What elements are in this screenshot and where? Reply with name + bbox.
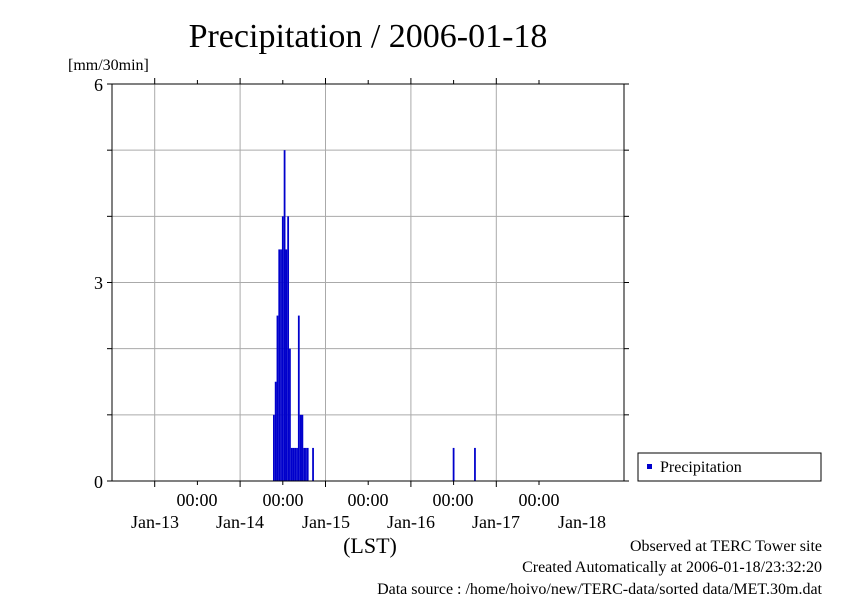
- x-date-tick-label: Jan-16: [387, 512, 435, 532]
- footer-observed-site: Observed at TERC Tower site: [630, 538, 822, 555]
- precipitation-bar: [452, 447, 455, 481]
- precipitation-bar: [305, 447, 307, 481]
- precipitation-bar: [297, 315, 300, 481]
- y-axis-unit-label: [mm/30min]: [68, 57, 149, 74]
- legend-swatch: [647, 464, 652, 469]
- precipitation-bar: [278, 249, 281, 481]
- legend: Precipitation: [637, 452, 822, 482]
- y-tick-label-3: 3: [94, 273, 103, 293]
- y-tick-label-6: 6: [94, 75, 103, 95]
- x-time-tick-label: 00:00: [518, 490, 559, 510]
- precipitation-bar: [296, 447, 298, 481]
- y-tick-label-0: 0: [94, 472, 103, 492]
- precipitation-bar: [299, 414, 302, 481]
- x-date-tick-label: Jan-13: [131, 512, 179, 532]
- precipitation-bars: [273, 150, 476, 482]
- footer-data-source: Data source : /home/hoivo/new/TERC-data/…: [377, 581, 822, 595]
- legend-box: [637, 452, 822, 482]
- x-time-tick-label: 00:00: [432, 490, 473, 510]
- x-date-tick-label: Jan-15: [302, 512, 350, 532]
- precipitation-bar: [273, 414, 275, 481]
- precipitation-bar: [306, 447, 309, 481]
- precipitation-bar: [474, 447, 476, 481]
- precipitation-bar: [283, 150, 286, 482]
- x-time-tick-label: 00:00: [347, 490, 388, 510]
- footer-created-timestamp: Created Automatically at 2006-01-18/23:3…: [522, 559, 822, 576]
- x-time-tick-label: 00:00: [262, 490, 303, 510]
- precipitation-bar: [281, 216, 284, 481]
- legend-label: Precipitation: [660, 459, 742, 476]
- axis-ticks: [107, 78, 629, 487]
- precipitation-bar: [287, 216, 290, 481]
- precipitation-bar: [301, 414, 304, 481]
- precipitation-bar: [303, 447, 306, 481]
- precipitation-bar: [289, 348, 291, 481]
- precipitation-bar: [276, 315, 279, 481]
- precipitation-bar: [290, 447, 293, 481]
- x-date-tick-label: Jan-14: [216, 512, 264, 532]
- precipitation-bar: [292, 447, 295, 481]
- x-date-tick-label: Jan-18: [558, 512, 606, 532]
- x-axis-label: (LST): [343, 533, 397, 558]
- precipitation-bar: [294, 447, 297, 481]
- precipitation-bar: [285, 249, 288, 481]
- grid-lines: [112, 84, 624, 481]
- x-date-tick-label: Jan-17: [472, 512, 520, 532]
- precipitation-bar: [274, 381, 277, 481]
- precipitation-bar: [312, 447, 314, 481]
- precipitation-bar: [280, 249, 282, 481]
- chart-title: Precipitation / 2006-01-18: [189, 18, 548, 55]
- x-time-tick-label: 00:00: [176, 490, 217, 510]
